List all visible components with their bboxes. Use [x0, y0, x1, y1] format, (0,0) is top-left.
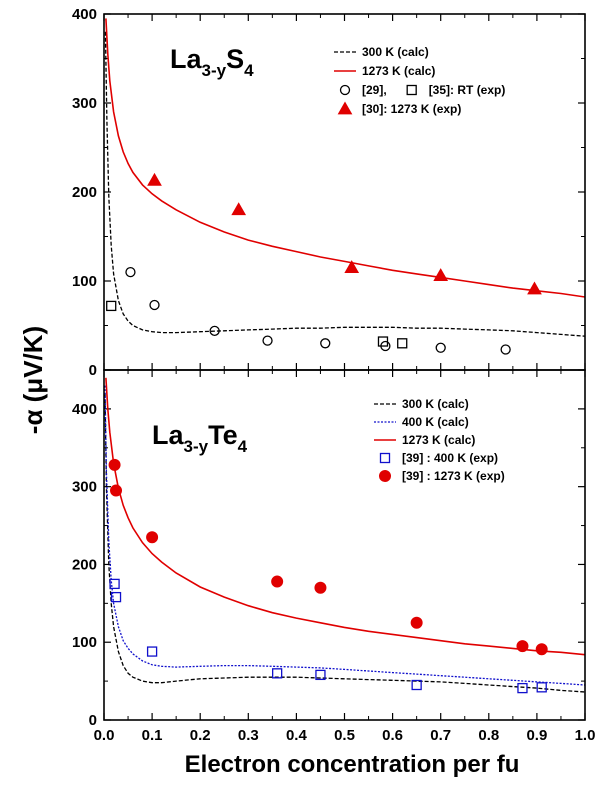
series-line-2 [105, 377, 585, 656]
y-tick-label: 400 [72, 6, 97, 23]
y-axis-label: -α (μV/K) [18, 326, 48, 434]
x-tick-label: 0.9 [526, 727, 547, 744]
legend-label: [35]: RT (exp) [429, 83, 506, 97]
data-point [527, 281, 542, 295]
y-tick-label: 200 [72, 556, 97, 573]
data-point [516, 640, 529, 653]
data-point [110, 591, 122, 603]
data-point [314, 581, 327, 594]
series-line-1 [104, 385, 585, 686]
data-point [315, 669, 326, 681]
y-tick-label: 400 [72, 401, 97, 418]
y-tick-label: 0 [89, 362, 97, 379]
x-tick-label: 0.0 [94, 727, 115, 744]
legend: 300 K (calc) 400 K (calc) 1273 K (calc) [39… [374, 397, 505, 483]
legend-label: 1273 K (calc) [402, 433, 475, 447]
legend-label: 300 K (calc) [402, 397, 469, 411]
data-point [231, 202, 247, 216]
y-tick-label: 100 [72, 273, 97, 290]
data-point [271, 575, 284, 588]
legend-label: 300 K (calc) [362, 45, 429, 59]
x-tick-label: 1.0 [575, 727, 596, 744]
data-point [110, 484, 123, 497]
legend-label: [29], [362, 83, 387, 97]
x-tick-label: 0.3 [238, 727, 259, 744]
compound-label: La3-yS4 [170, 44, 254, 80]
legend-label: [39] : 1273 K (exp) [402, 469, 505, 483]
data-point [536, 682, 547, 693]
x-tick-label: 0.6 [382, 727, 403, 744]
data-point [535, 643, 548, 656]
series-line-0 [104, 393, 585, 693]
y-tick-label: 200 [72, 184, 97, 201]
legend-swatch [379, 470, 391, 482]
legend-swatch [337, 101, 353, 115]
plot-frame [103, 369, 586, 721]
data-point [262, 335, 273, 346]
data-point [146, 646, 158, 657]
data-point [147, 172, 162, 186]
legend-label: 1273 K (calc) [362, 64, 435, 78]
data-point [146, 531, 159, 544]
data-point [410, 616, 423, 629]
data-point [320, 338, 331, 349]
x-axis-label: Electron concentration per fu [185, 751, 520, 778]
data-point [344, 260, 360, 274]
x-tick-label: 0.1 [142, 727, 163, 744]
plot-area [104, 18, 585, 355]
data-point [149, 299, 160, 311]
plot-area [104, 377, 585, 694]
panel-top-plot: 0 100 200 300 400 La3-yS4 300 K (calc) 1273 K (… [72, 6, 586, 379]
legend-swatch [379, 452, 391, 464]
legend-swatch [339, 84, 351, 96]
legend: 300 K (calc) 1273 K (calc) [29], [35]: RT (… [334, 45, 505, 116]
data-point [109, 578, 120, 590]
y-tick-label: 0 [89, 712, 97, 729]
legend-swatch [406, 84, 417, 96]
legend-label: [39] : 400 K (exp) [402, 451, 498, 465]
series-line-1 [105, 18, 585, 298]
data-point [108, 458, 121, 471]
legend-label: 400 K (calc) [402, 415, 469, 429]
data-point [411, 679, 422, 691]
data-point [397, 338, 408, 349]
compound-label: La3-yTe4 [152, 420, 248, 456]
data-point [500, 344, 511, 355]
x-tick-label: 0.2 [190, 727, 211, 744]
x-tick-label: 0.8 [478, 727, 499, 744]
legend-label: [30]: 1273 K (exp) [362, 102, 461, 116]
y-tick-label: 300 [72, 479, 97, 496]
data-point [209, 325, 220, 336]
data-point [125, 266, 136, 278]
data-point [272, 668, 283, 679]
x-tick-label: 0.7 [430, 727, 451, 744]
data-point [435, 342, 446, 353]
data-point [433, 268, 449, 282]
panel-bottom-plot: 0.0 0.1 0.2 0.3 0.4 0.5 0.6 0.7 0.8 0.9 1.0 0 100 200… [72, 369, 596, 744]
x-tick-label: 0.5 [334, 727, 355, 744]
data-point [517, 682, 528, 694]
series-line-0 [104, 31, 585, 337]
x-tick-label: 0.4 [286, 727, 308, 744]
data-point [106, 300, 117, 312]
y-tick-label: 300 [72, 95, 97, 112]
data-point [377, 336, 389, 347]
y-tick-label: 100 [72, 634, 97, 651]
